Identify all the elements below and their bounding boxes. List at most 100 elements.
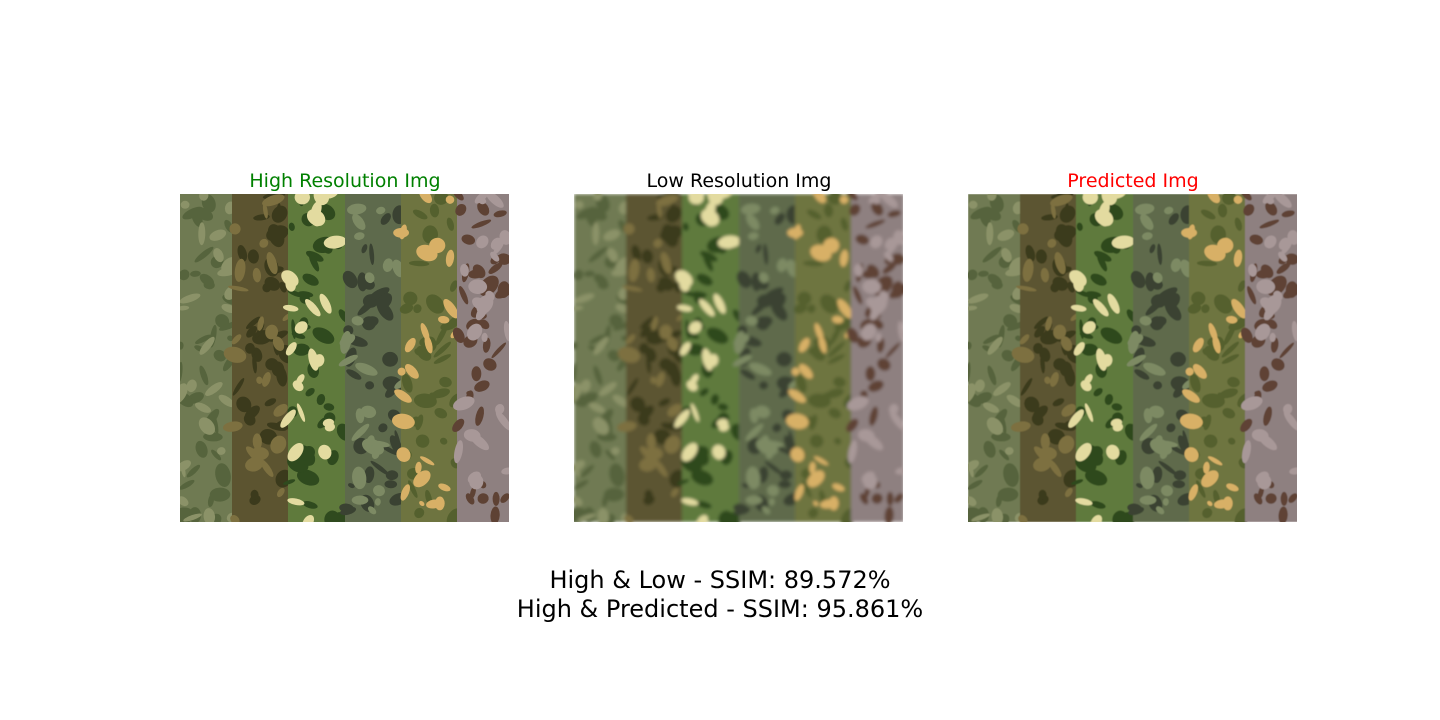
camo-blob	[1182, 389, 1200, 403]
camo-blob	[696, 273, 713, 286]
camo-blob	[500, 493, 509, 503]
camo-blob	[1071, 479, 1084, 485]
camo-blob	[1241, 440, 1252, 464]
camo-blob	[472, 264, 486, 279]
camo-blob	[1240, 418, 1253, 433]
camo-blob	[1082, 321, 1096, 334]
camo-blob	[865, 366, 876, 382]
camo-blob	[870, 235, 883, 249]
camo-blob	[1196, 480, 1206, 498]
camo-blob	[694, 446, 710, 461]
camo-blob	[1128, 330, 1140, 354]
camo-blob	[266, 252, 278, 275]
camo-blob	[1140, 214, 1154, 230]
camo-blob	[257, 316, 265, 331]
camo-blob	[807, 304, 816, 314]
camo-blob	[887, 210, 901, 218]
camo-blob	[734, 330, 746, 354]
camo-blob	[501, 467, 509, 475]
camo-blob	[287, 498, 305, 506]
camo-blob	[1217, 392, 1225, 400]
camo-blob	[1228, 437, 1236, 445]
camo-blob	[997, 487, 1019, 502]
camo-blob	[1170, 351, 1186, 367]
camo-blob	[675, 270, 693, 287]
camo-blob	[385, 470, 399, 481]
camo-blob	[305, 299, 321, 317]
camo-blob	[1135, 203, 1155, 215]
camo-blob	[1049, 371, 1059, 387]
camo-blob	[987, 336, 1003, 355]
predicted-title: Predicted Img	[1067, 170, 1199, 192]
camo-blob	[1201, 304, 1210, 314]
camo-blob	[265, 324, 279, 340]
camo-blob	[283, 479, 296, 485]
camo-blob	[1283, 403, 1293, 415]
camo-blob	[1068, 409, 1084, 428]
camo-blob	[312, 327, 335, 344]
camo-blob	[580, 379, 591, 393]
camo-blob	[1283, 410, 1297, 431]
camo-blob	[871, 201, 884, 216]
camo-blob	[605, 449, 616, 461]
camo-blob	[651, 316, 659, 331]
camo-blob	[1052, 398, 1065, 407]
camo-blob	[281, 270, 299, 287]
camo-blob	[823, 203, 834, 218]
camo-blob	[688, 321, 702, 334]
camo-blob	[1022, 258, 1034, 282]
camo-blob	[852, 286, 863, 305]
camo-blob	[885, 342, 901, 359]
camo-blob	[1067, 281, 1075, 293]
camo-blob	[1208, 456, 1223, 466]
camo-blob	[761, 440, 784, 448]
camo-blob	[180, 479, 195, 490]
camo-blob	[218, 394, 235, 408]
camo-blob	[1104, 393, 1114, 406]
camo-blob	[987, 365, 997, 386]
camo-blob	[653, 238, 663, 248]
camo-blob	[630, 396, 646, 413]
camo-blob	[360, 405, 377, 418]
camo-blob	[754, 405, 771, 418]
camo-blob	[1217, 203, 1228, 218]
camo-blob	[1035, 249, 1047, 264]
camo-blob	[382, 258, 394, 273]
camo-blob	[291, 462, 304, 473]
camo-blob	[270, 435, 287, 454]
camo-blob	[871, 493, 883, 504]
camo-blob	[890, 253, 903, 265]
camo-blob	[475, 406, 484, 426]
camo-blob	[491, 342, 507, 359]
camo-blob	[1237, 280, 1246, 292]
camo-blob	[802, 260, 824, 267]
camo-blob	[1047, 238, 1057, 248]
camo-blob	[352, 214, 366, 230]
camo-blob	[702, 348, 713, 371]
camo-blob	[1214, 294, 1233, 314]
camo-blob	[843, 280, 852, 292]
camo-blob	[203, 508, 216, 522]
camo-blob	[785, 413, 809, 430]
camo-blob	[616, 421, 637, 432]
camo-blob	[740, 369, 756, 380]
camo-blob	[745, 316, 758, 326]
camo-blob	[357, 298, 376, 316]
camo-blob	[968, 460, 980, 472]
camo-blob	[1262, 380, 1278, 392]
camo-blob	[670, 487, 679, 498]
camo-blob	[751, 298, 770, 316]
camo-blob	[361, 244, 368, 254]
low-resolution-title: Low Resolution Img	[646, 170, 832, 192]
camo-blob	[415, 414, 424, 431]
camo-blob	[574, 305, 584, 311]
camo-blob	[1143, 362, 1166, 376]
camo-blob	[438, 315, 450, 324]
camo-blob	[690, 403, 700, 422]
camo-blob	[809, 434, 824, 448]
camo-blob	[641, 249, 653, 264]
camo-blob	[1249, 234, 1264, 245]
camo-blob	[215, 463, 231, 487]
camo-blob	[418, 194, 433, 204]
camo-blob	[490, 237, 502, 250]
